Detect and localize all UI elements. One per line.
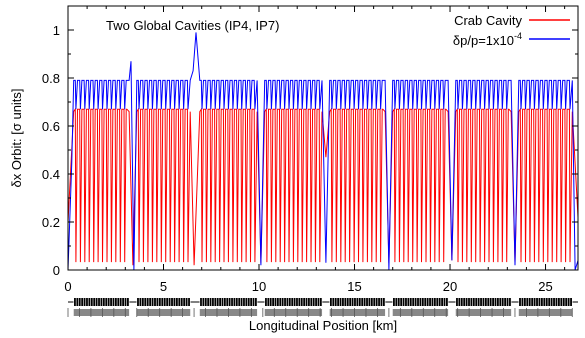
series-line-crab-cavity <box>67 107 579 266</box>
lattice-arc-quadrupoles <box>329 309 386 316</box>
legend: Crab Cavity δp/p=1x10-4 <box>453 13 570 48</box>
lattice-arc-quadrupoles <box>518 309 573 316</box>
x-tick-label: 5 <box>160 279 167 294</box>
lattice-arc-dipoles <box>392 298 449 306</box>
x-axis-title: Longitudinal Position [km] <box>249 318 397 333</box>
lattice-arc-dipoles <box>329 298 386 306</box>
lattice-arc-quadrupoles <box>455 309 512 316</box>
lattice-arc-quadrupoles <box>392 309 449 316</box>
chart-annotation: Two Global Cavities (IP4, IP7) <box>106 18 279 33</box>
lattice-arc-quadrupoles <box>136 309 191 316</box>
plot-frame <box>67 5 579 271</box>
y-tick-label: 0.6 <box>42 119 60 134</box>
y-tick-label: 0.2 <box>42 215 60 230</box>
lattice-strip <box>67 297 578 317</box>
legend-label-dp-over-p: δp/p=1x10-4 <box>453 31 522 48</box>
y-tick-label: 0.8 <box>42 71 60 86</box>
plot-lines <box>67 32 579 271</box>
x-tick-label: 20 <box>443 279 457 294</box>
y-tick-label: 0.4 <box>42 167 60 182</box>
axis-ticks: 0 5 10 15 20 25 0 0.2 0.4 0.6 0.8 1 <box>42 6 578 294</box>
legend-label-crab-cavity: Crab Cavity <box>454 13 522 28</box>
x-tick-label: 10 <box>252 279 266 294</box>
x-tick-label: 25 <box>538 279 552 294</box>
y-tick-label: 1 <box>53 23 60 38</box>
lattice-arc-quadrupoles <box>264 309 323 316</box>
lattice-arc-dipoles <box>73 298 130 306</box>
y-axis-title: δx Orbit: [σ units] <box>9 88 24 187</box>
lattice-arc-dipoles <box>455 298 512 306</box>
lattice-arc-quadrupoles <box>73 309 130 316</box>
series-line-dp-over-p <box>67 32 579 271</box>
y-tick-label: 0 <box>53 263 60 278</box>
x-tick-label: 0 <box>64 279 71 294</box>
x-tick-label: 15 <box>347 279 361 294</box>
